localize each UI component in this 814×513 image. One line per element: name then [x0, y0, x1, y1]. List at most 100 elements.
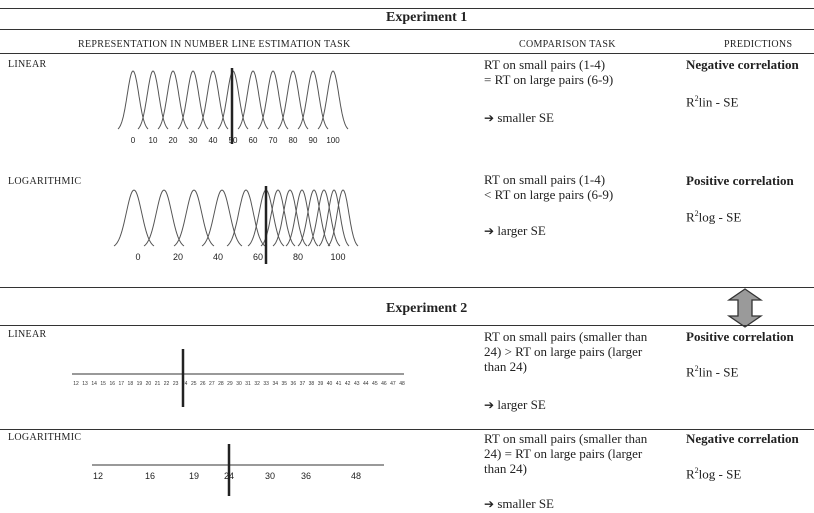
- tick-label: 15: [100, 381, 106, 387]
- exp2-linear-result: ➔ larger SE: [484, 397, 546, 413]
- tuning-curve: [201, 189, 243, 247]
- tick-label: 33: [263, 381, 269, 387]
- tick-label: 39: [318, 381, 324, 387]
- tuning-curve: [137, 70, 169, 130]
- tick-label: 43: [354, 381, 360, 387]
- tuning-curve: [277, 70, 309, 130]
- exp2-linear-prediction: Positive correlation: [686, 329, 794, 344]
- exp1-log-result: ➔ larger SE: [484, 223, 546, 239]
- tick-label: 40: [213, 252, 223, 262]
- tick-label: 20: [173, 252, 183, 262]
- tick-label: 20: [146, 381, 152, 387]
- tick-label: 14: [91, 381, 97, 387]
- tick-label: 21: [155, 381, 161, 387]
- exp2-log-prediction: Negative correlation: [686, 431, 799, 446]
- tuning-curve: [318, 189, 350, 247]
- tick-label: 28: [218, 381, 224, 387]
- linear-tuning-curves-figure: 0 10 20 30 40 50 60 70 80 90 100: [117, 68, 349, 145]
- experiment-2-title-rule: [0, 325, 814, 326]
- tuning-curve: [257, 70, 289, 130]
- formula-sup: 2: [694, 364, 699, 373]
- tuning-curve: [143, 189, 185, 247]
- header-representation: REPRESENTATION IN NUMBER LINE ESTIMATION…: [78, 39, 351, 50]
- tick-label: 44: [363, 381, 369, 387]
- tick-label: 16: [109, 381, 115, 387]
- formula-rest: log - SE: [698, 466, 742, 482]
- tick-label: 40: [327, 381, 333, 387]
- tick-label: 47: [390, 381, 396, 387]
- tick-label: 35: [281, 381, 287, 387]
- tick-label: 30: [236, 381, 242, 387]
- tick-label: 12: [73, 381, 79, 387]
- formula-rest: lin - SE: [698, 94, 739, 110]
- tick-label: 46: [381, 381, 387, 387]
- exp2-linear-label: LINEAR: [8, 329, 47, 340]
- tick-label: 90: [309, 136, 318, 145]
- tick-label: 0: [135, 252, 140, 262]
- exp1-linear-result-text: smaller SE: [497, 110, 554, 125]
- tick-label: 27: [209, 381, 215, 387]
- tuning-curve: [237, 70, 269, 130]
- tuning-curve: [285, 189, 319, 247]
- exp1-linear-prediction: Negative correlation: [686, 57, 799, 72]
- tuning-curve: [117, 70, 149, 130]
- tick-label: 32: [254, 381, 260, 387]
- experiment-1-title: Experiment 1: [386, 10, 468, 25]
- experiment-2-title: Experiment 2: [386, 301, 468, 316]
- exp1-linear-result: ➔ smaller SE: [484, 110, 554, 126]
- right-arrow-icon: ➔: [484, 398, 495, 412]
- formula-r: R: [686, 364, 695, 380]
- tick-label: 24: [182, 381, 188, 387]
- exp2-log-result-text: smaller SE: [497, 496, 554, 511]
- tick-label: 60: [253, 252, 263, 262]
- header-predictions: PREDICTIONS: [724, 39, 793, 50]
- formula-sup: 2: [694, 94, 699, 103]
- tuning-curve: [307, 189, 341, 247]
- tick-label: 100: [330, 252, 345, 262]
- exp2-log-label: LOGARITHMIC: [8, 432, 82, 443]
- formula-sup: 2: [694, 209, 699, 218]
- tick-label: 60: [249, 136, 258, 145]
- tick-label: 70: [269, 136, 278, 145]
- formula-rest: log - SE: [698, 209, 742, 225]
- tick-label: 10: [149, 136, 158, 145]
- experiment-2-top-rule: [0, 287, 814, 288]
- tick-label: 20: [169, 136, 178, 145]
- tuning-curve: [272, 189, 308, 247]
- exp2-linear-comparison-line3: than 24): [484, 359, 527, 374]
- formula-r: R: [686, 466, 695, 482]
- tick-label: 37: [300, 381, 306, 387]
- exp1-log-result-text: larger SE: [497, 223, 546, 238]
- log-tuning-curves-figure: 0 20 40 60 80 100: [113, 186, 359, 264]
- tick-label: 26: [200, 381, 206, 387]
- exp1-linear-comparison-line1: RT on small pairs (1-4): [484, 57, 606, 72]
- tick-label: 30: [265, 471, 275, 481]
- exp2-log-comparison-line1: RT on small pairs (smaller than: [484, 431, 648, 446]
- exp2-linear-formula: R2lin - SE: [686, 361, 738, 379]
- tuning-curve: [157, 70, 189, 130]
- tick-label: 100: [326, 136, 340, 145]
- tick-label: 80: [293, 252, 303, 262]
- tick-label: 13: [82, 381, 88, 387]
- exp1-linear-label: LINEAR: [8, 59, 47, 70]
- tick-label: 40: [209, 136, 218, 145]
- tick-label: 16: [145, 471, 155, 481]
- tick-label: 19: [189, 471, 199, 481]
- tick-label: 17: [118, 381, 124, 387]
- tuning-curve: [297, 70, 329, 130]
- formula-sup: 2: [694, 466, 699, 475]
- tick-label: 23: [173, 381, 179, 387]
- tick-label: 19: [137, 381, 143, 387]
- tick-label: 48: [399, 381, 405, 387]
- tick-label: 45: [372, 381, 378, 387]
- tick-label: 38: [309, 381, 315, 387]
- tick-label: 41: [336, 381, 342, 387]
- double-vertical-arrow-icon: [726, 288, 764, 328]
- exp2-linear-result-text: larger SE: [497, 397, 546, 412]
- tick-label: 12: [93, 471, 103, 481]
- exp2-log-comparison-line2: 24) = RT on large pairs (larger: [484, 446, 643, 461]
- tick-label: 34: [272, 381, 278, 387]
- exp1-log-label: LOGARITHMIC: [8, 176, 82, 187]
- tuning-curve: [317, 70, 349, 130]
- top-rule: [0, 8, 814, 9]
